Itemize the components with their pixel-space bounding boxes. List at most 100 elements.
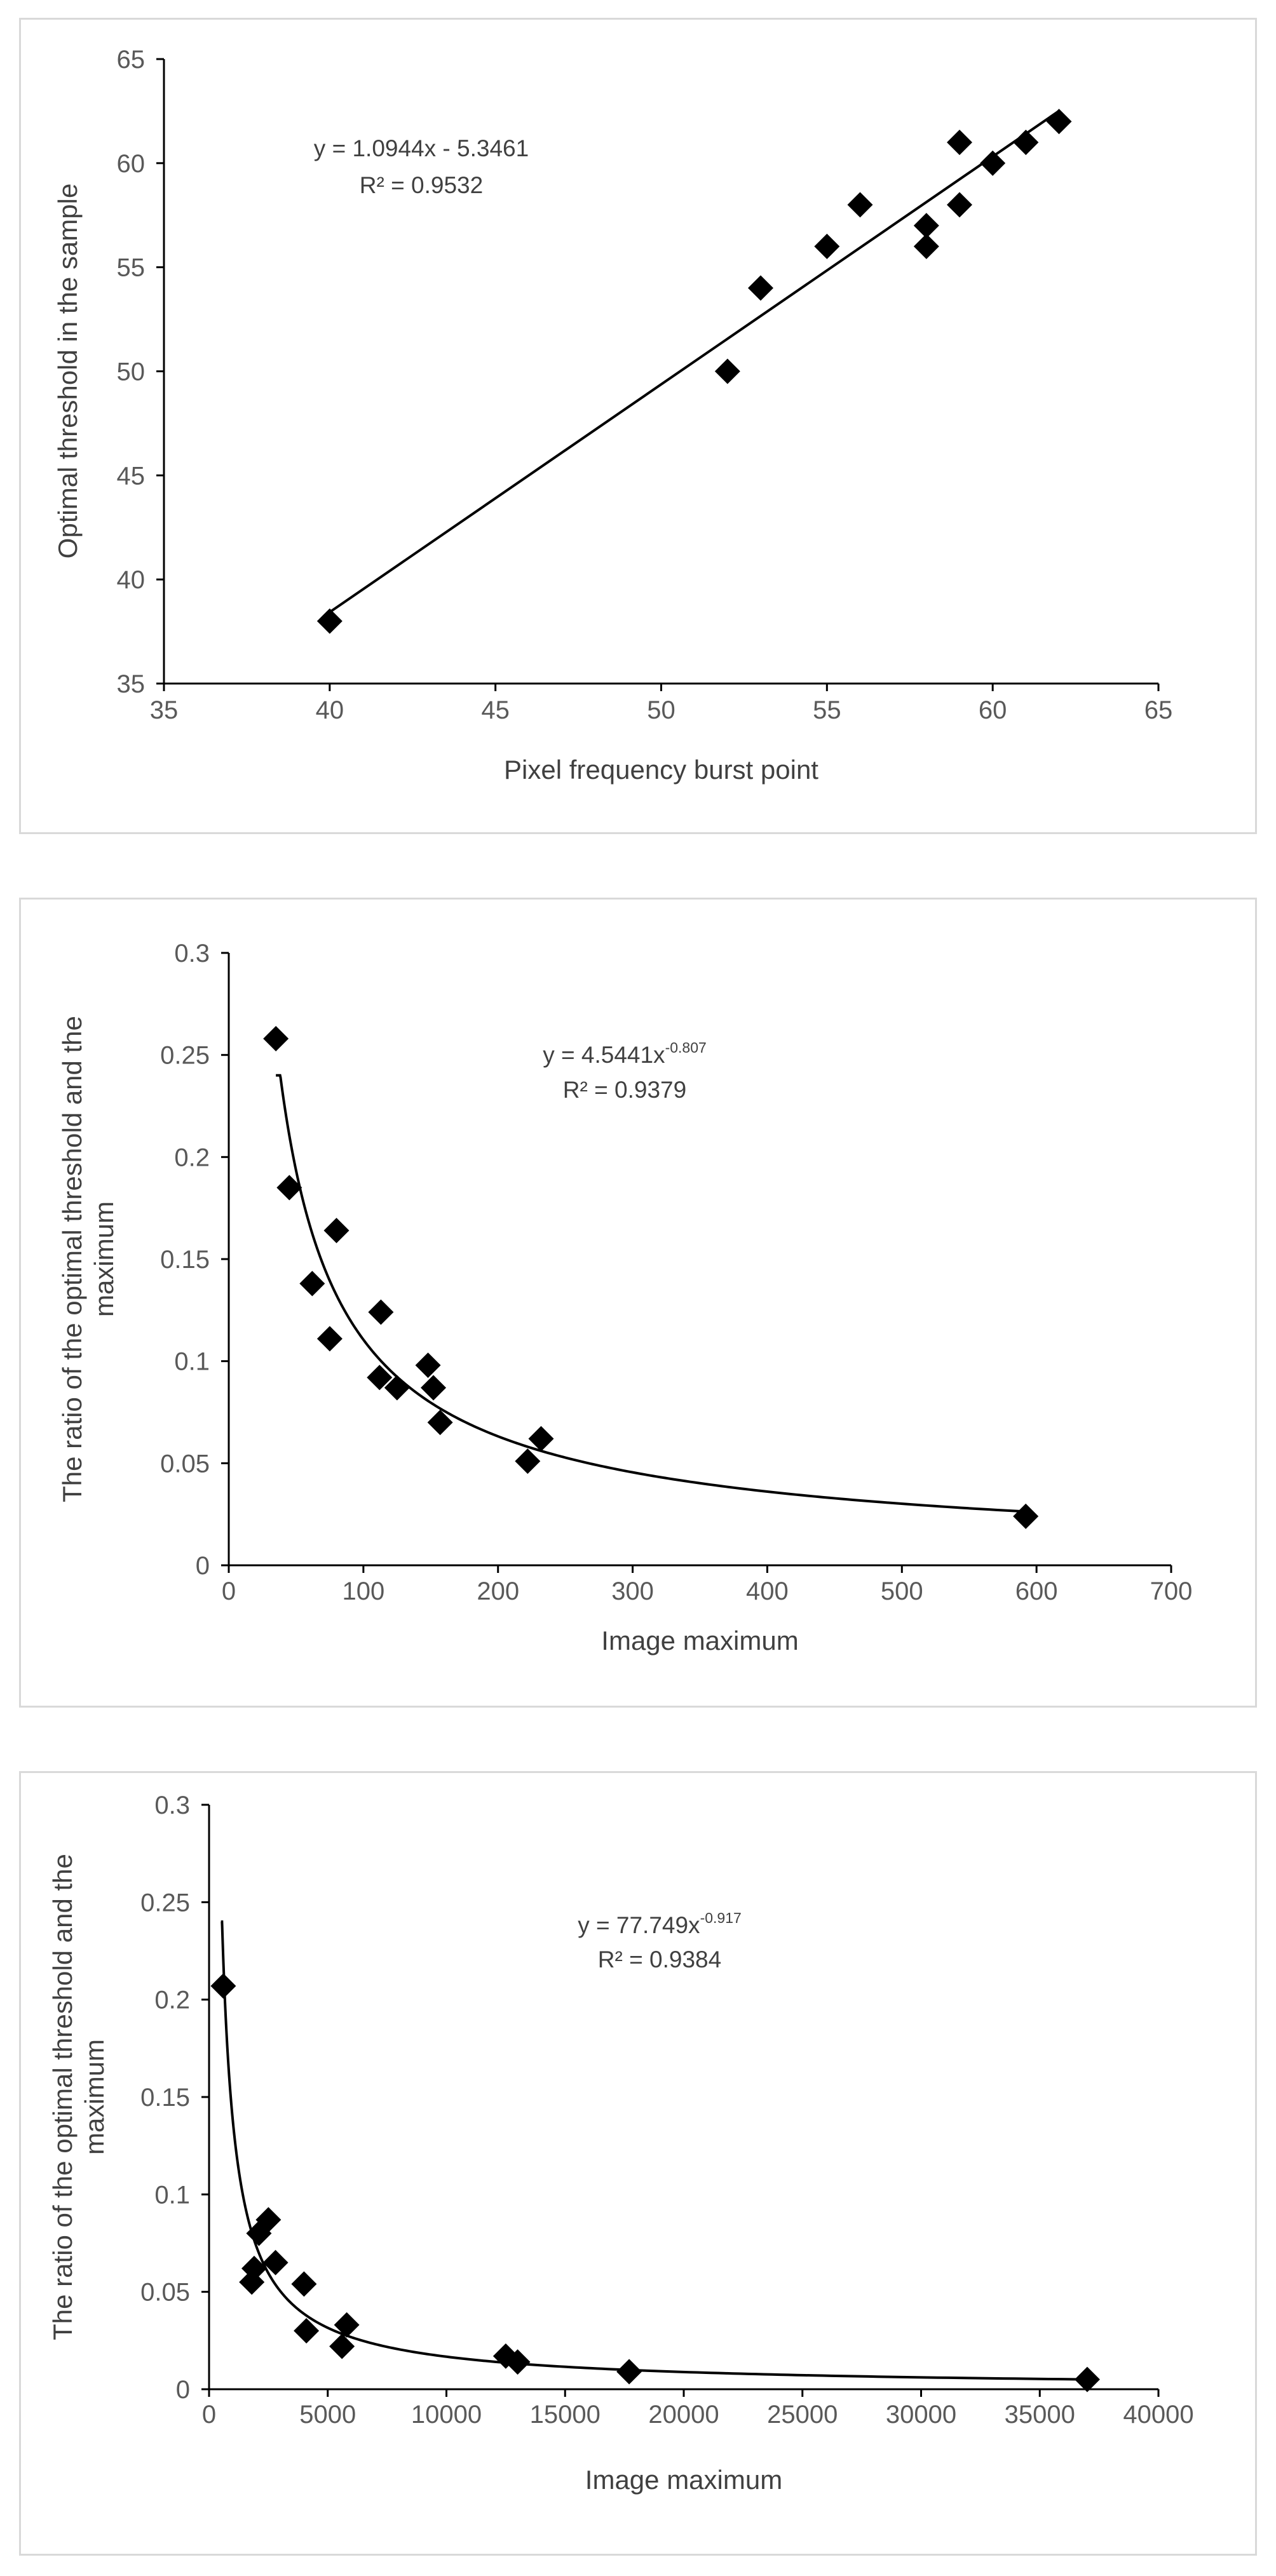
x-tick-label: 5000 (299, 2401, 356, 2429)
y-tick-label: 0 (176, 2376, 190, 2404)
x-tick-label: 400 (746, 1577, 789, 1605)
y-axis-title: Optimal threshold in the sample (53, 184, 83, 559)
x-tick-label: 300 (611, 1577, 654, 1605)
data-point (316, 1326, 343, 1352)
data-point (947, 130, 972, 156)
data-point (492, 2343, 519, 2369)
data-point (947, 192, 972, 218)
y-tick-label: 65 (117, 46, 146, 74)
trendline-equation: y = 4.5441x-0.807 (543, 1039, 707, 1068)
trendline-equation: y = 77.749x-0.917 (578, 1910, 742, 1938)
y-tick-label: 55 (117, 254, 146, 282)
data-point (847, 192, 873, 218)
data-point (913, 233, 939, 259)
data-point (294, 2318, 320, 2343)
chart-ratio-vs-maximum-small: 0 0.05 0.1 0.15 0.2 0.25 0.3 0 100 200 300 400 500 60… (57, 940, 1193, 1656)
x-axis-title: Image maximum (601, 1626, 798, 1656)
x-tick-label: 65 (1144, 696, 1173, 724)
data-point (515, 1448, 541, 1474)
chart-threshold-vs-burst: 35 40 45 50 55 60 65 35 40 45 50 55 60 65 Pixel freque… (53, 46, 1173, 785)
data-point (262, 2249, 288, 2276)
y-axis-title: The ratio of the optimal threshold and t… (57, 1016, 119, 1502)
data-point (1013, 130, 1039, 156)
data-point (1013, 1503, 1039, 1529)
y-tick-label: 0.15 (160, 1246, 210, 1274)
r-squared-label: R² = 0.9384 (598, 1946, 721, 1972)
y-tick-label: 0.1 (174, 1348, 210, 1376)
x-tick-label: 0 (222, 1577, 236, 1605)
chart-panel-ratio-vs-maximum-small: 0 0.05 0.1 0.15 0.2 0.25 0.3 0 100 200 300 400 500 60… (19, 898, 1257, 1708)
chart-ratio-vs-maximum-large: 0 0.05 0.1 0.15 0.2 0.25 0.3 0 5000 10000 15000 200… (48, 1791, 1194, 2495)
x-tick-label: 0 (202, 2401, 216, 2429)
trendline-equation: y = 1.0944x - 5.3461 (314, 135, 529, 161)
data-point (299, 1271, 325, 1297)
data-point (814, 233, 840, 259)
x-tick-label: 35000 (1005, 2401, 1075, 2429)
y-axis-title: The ratio of the optimal threshold and t… (48, 1854, 109, 2340)
data-point (329, 2333, 355, 2359)
x-axis-title: Pixel frequency burst point (504, 755, 818, 785)
data-point (255, 2207, 282, 2233)
trendline (221, 1920, 1087, 2381)
x-tick-label: 50 (647, 696, 675, 724)
x-tick-label: 15000 (530, 2401, 601, 2429)
data-point (316, 608, 343, 634)
y-tick-label: 0.2 (174, 1143, 210, 1171)
x-tick-label: 45 (481, 696, 510, 724)
x-tick-label: 10000 (411, 2401, 482, 2429)
data-point (913, 213, 939, 239)
y-tick-label: 60 (117, 150, 146, 178)
y-tick-label: 0.2 (154, 1986, 190, 2014)
x-tick-label: 25000 (767, 2401, 838, 2429)
r-squared-label: R² = 0.9379 (563, 1077, 686, 1103)
data-point (505, 2349, 531, 2375)
data-point (367, 1365, 393, 1391)
data-point (323, 1218, 350, 1244)
y-tick-label: 0 (196, 1552, 210, 1580)
y-tick-label: 0.15 (140, 2084, 190, 2112)
trendline (276, 1074, 1026, 1513)
data-point (421, 1375, 447, 1401)
x-tick-label: 60 (979, 696, 1007, 724)
x-tick-label: 700 (1150, 1577, 1193, 1605)
y-tick-label: 0.1 (154, 2181, 190, 2209)
x-tick-label: 20000 (648, 2401, 719, 2429)
x-tick-label: 40 (316, 696, 344, 724)
x-tick-label: 55 (813, 696, 841, 724)
x-tick-label: 200 (477, 1577, 519, 1605)
x-tick-label: 600 (1015, 1577, 1058, 1605)
data-point (1074, 2366, 1100, 2392)
y-tick-label: 40 (117, 566, 146, 594)
data-point (980, 150, 1006, 176)
data-point (241, 2255, 267, 2281)
y-tick-label: 50 (117, 358, 146, 386)
y-tick-label: 0.3 (154, 1791, 190, 1819)
data-point (415, 1352, 441, 1379)
y-tick-label: 0.3 (174, 940, 210, 968)
data-point (239, 2269, 265, 2295)
x-tick-label: 35 (150, 696, 179, 724)
trendline (329, 110, 1060, 614)
y-tick-label: 45 (117, 462, 146, 490)
y-tick-label: 0.05 (160, 1450, 210, 1478)
chart-panel-threshold-vs-burst: 35 40 45 50 55 60 65 35 40 45 50 55 60 65 Pixel freque… (19, 18, 1257, 834)
data-point (334, 2312, 360, 2338)
data-point (616, 2359, 642, 2385)
chart-panel-ratio-vs-maximum-large: 0 0.05 0.1 0.15 0.2 0.25 0.3 0 5000 10000 15000 200… (19, 1771, 1257, 2556)
y-tick-label: 0.25 (140, 1889, 190, 1917)
x-tick-label: 500 (881, 1577, 923, 1605)
data-point (748, 275, 773, 301)
x-tick-label: 100 (342, 1577, 384, 1605)
y-tick-label: 35 (117, 670, 146, 698)
x-axis-title: Image maximum (585, 2465, 782, 2495)
data-point (276, 1175, 302, 1201)
y-tick-label: 0.05 (140, 2279, 190, 2307)
r-squared-label: R² = 0.9532 (360, 172, 483, 198)
data-point (528, 1426, 554, 1452)
x-tick-label: 30000 (886, 2401, 956, 2429)
data-point (427, 1410, 453, 1436)
data-point (263, 1025, 289, 1051)
data-point (291, 2271, 317, 2297)
data-point (210, 1973, 236, 1999)
data-point (368, 1299, 394, 1325)
